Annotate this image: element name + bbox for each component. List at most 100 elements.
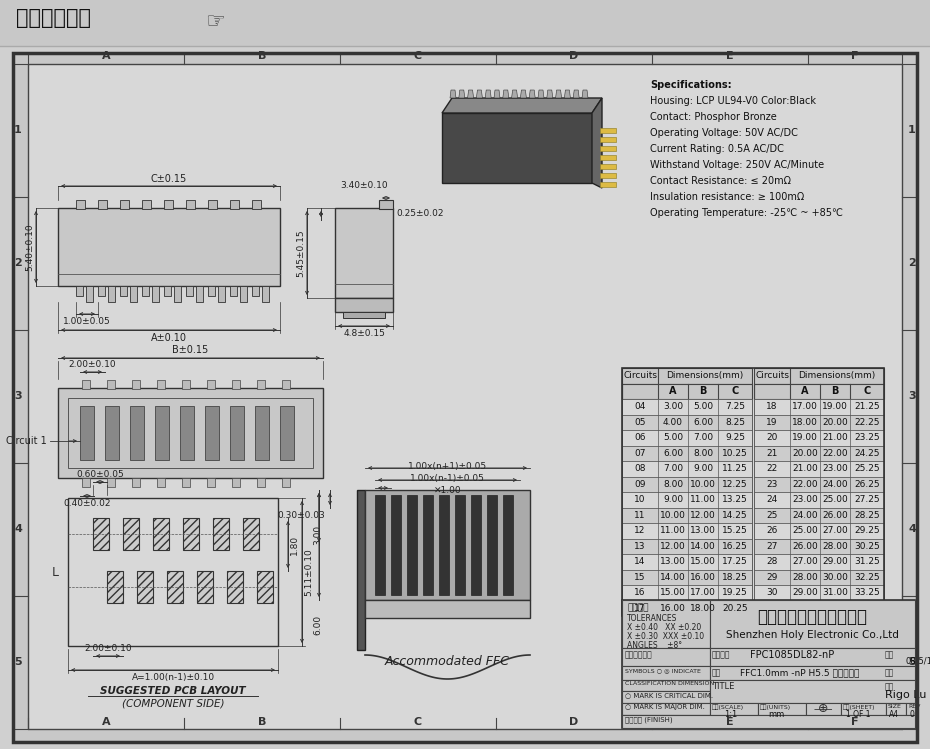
Text: 18.25: 18.25 bbox=[722, 573, 748, 582]
Polygon shape bbox=[582, 90, 588, 98]
Text: 制图: 制图 bbox=[885, 650, 895, 659]
Text: 05: 05 bbox=[634, 418, 645, 427]
Text: 19: 19 bbox=[766, 418, 777, 427]
Text: 13.00: 13.00 bbox=[660, 557, 686, 566]
Bar bbox=[455, 495, 465, 595]
Bar bbox=[754, 461, 884, 476]
Text: 30.00: 30.00 bbox=[822, 573, 848, 582]
Text: Circuits: Circuits bbox=[623, 372, 657, 380]
Bar bbox=[68, 498, 278, 646]
Bar bbox=[622, 446, 752, 461]
Text: 19.25: 19.25 bbox=[722, 588, 748, 597]
Text: Dimensions(mm): Dimensions(mm) bbox=[667, 372, 744, 380]
Text: 32.25: 32.25 bbox=[854, 573, 880, 582]
Bar bbox=[754, 539, 884, 554]
Text: 26.00: 26.00 bbox=[822, 511, 848, 520]
Text: A: A bbox=[101, 51, 111, 61]
Bar bbox=[123, 518, 139, 550]
Bar bbox=[58, 388, 323, 478]
Bar bbox=[600, 137, 616, 142]
Bar bbox=[120, 286, 127, 296]
Polygon shape bbox=[450, 90, 456, 98]
Bar bbox=[487, 495, 497, 595]
Polygon shape bbox=[476, 90, 483, 98]
Bar bbox=[98, 200, 107, 209]
Text: A: A bbox=[101, 717, 111, 727]
Bar bbox=[622, 691, 710, 703]
Text: 20.00: 20.00 bbox=[822, 418, 848, 427]
Polygon shape bbox=[494, 90, 500, 98]
Bar bbox=[243, 518, 259, 550]
Bar bbox=[82, 478, 90, 487]
Text: 25.00: 25.00 bbox=[792, 527, 817, 536]
Bar bbox=[137, 571, 153, 603]
Text: 14: 14 bbox=[634, 557, 645, 566]
Text: 23.00: 23.00 bbox=[792, 495, 817, 504]
Bar bbox=[107, 571, 123, 603]
Text: 5.40±0.10: 5.40±0.10 bbox=[25, 223, 34, 271]
Bar bbox=[207, 478, 215, 487]
Text: 17.25: 17.25 bbox=[722, 557, 748, 566]
Text: Current Rating: 0.5A AC/DC: Current Rating: 0.5A AC/DC bbox=[650, 144, 784, 154]
Text: A4: A4 bbox=[889, 710, 899, 719]
Bar bbox=[130, 406, 144, 460]
Text: B: B bbox=[258, 717, 266, 727]
Text: F: F bbox=[851, 717, 858, 727]
Text: Dimensions(mm): Dimensions(mm) bbox=[798, 372, 876, 380]
Bar bbox=[622, 492, 752, 508]
Bar bbox=[622, 585, 752, 601]
Bar bbox=[754, 430, 884, 446]
Text: 23: 23 bbox=[766, 480, 777, 489]
Text: 20.00: 20.00 bbox=[792, 449, 817, 458]
Bar bbox=[754, 569, 884, 585]
Text: 1 OF 1: 1 OF 1 bbox=[846, 710, 870, 719]
Bar bbox=[157, 380, 165, 389]
Bar bbox=[107, 478, 115, 487]
Bar bbox=[282, 380, 290, 389]
Bar bbox=[164, 200, 173, 209]
Text: 7.00: 7.00 bbox=[693, 433, 713, 442]
Bar bbox=[105, 406, 119, 460]
Text: 9.00: 9.00 bbox=[693, 464, 713, 473]
Bar bbox=[710, 600, 915, 648]
Text: 4.00: 4.00 bbox=[663, 418, 683, 427]
Text: 08: 08 bbox=[634, 464, 645, 473]
Text: 16.00: 16.00 bbox=[690, 573, 716, 582]
Text: 22.25: 22.25 bbox=[855, 418, 880, 427]
Text: 25: 25 bbox=[766, 511, 777, 520]
Bar bbox=[600, 173, 616, 178]
Polygon shape bbox=[521, 90, 526, 98]
Bar bbox=[754, 476, 884, 492]
Text: 28.00: 28.00 bbox=[822, 542, 848, 551]
Text: Housing: LCP UL94-V0 Color:Black: Housing: LCP UL94-V0 Color:Black bbox=[650, 96, 816, 106]
Bar bbox=[754, 523, 884, 539]
Bar bbox=[76, 200, 85, 209]
Text: 21.00: 21.00 bbox=[822, 433, 848, 442]
Text: 15.25: 15.25 bbox=[722, 527, 748, 536]
Bar bbox=[182, 380, 190, 389]
Bar bbox=[365, 600, 530, 618]
Text: C±0.15: C±0.15 bbox=[151, 174, 187, 184]
Bar bbox=[280, 406, 294, 460]
Text: 5.45±0.15: 5.45±0.15 bbox=[296, 229, 305, 277]
Bar bbox=[841, 703, 886, 715]
Text: ☞: ☞ bbox=[205, 12, 225, 32]
Text: 表面处理 (FINISH): 表面处理 (FINISH) bbox=[625, 716, 672, 723]
Text: Circuits: Circuits bbox=[755, 372, 789, 380]
Text: X ±0.30  XXX ±0.10: X ±0.30 XXX ±0.10 bbox=[627, 632, 704, 641]
Bar bbox=[600, 146, 616, 151]
Text: 21: 21 bbox=[766, 449, 777, 458]
Bar bbox=[357, 490, 365, 650]
Text: 1.80: 1.80 bbox=[290, 535, 299, 554]
Bar bbox=[218, 286, 225, 302]
Bar bbox=[622, 383, 752, 399]
Text: 16: 16 bbox=[634, 588, 645, 597]
Polygon shape bbox=[555, 90, 562, 98]
Text: Operating Temperature: -25℃ ~ +85℃: Operating Temperature: -25℃ ~ +85℃ bbox=[650, 208, 843, 218]
Bar bbox=[208, 286, 215, 296]
Text: 4.8±0.15: 4.8±0.15 bbox=[343, 329, 385, 338]
Bar bbox=[622, 523, 752, 539]
Bar bbox=[622, 680, 710, 691]
Text: 1: 1 bbox=[14, 125, 22, 135]
Bar bbox=[130, 286, 137, 302]
